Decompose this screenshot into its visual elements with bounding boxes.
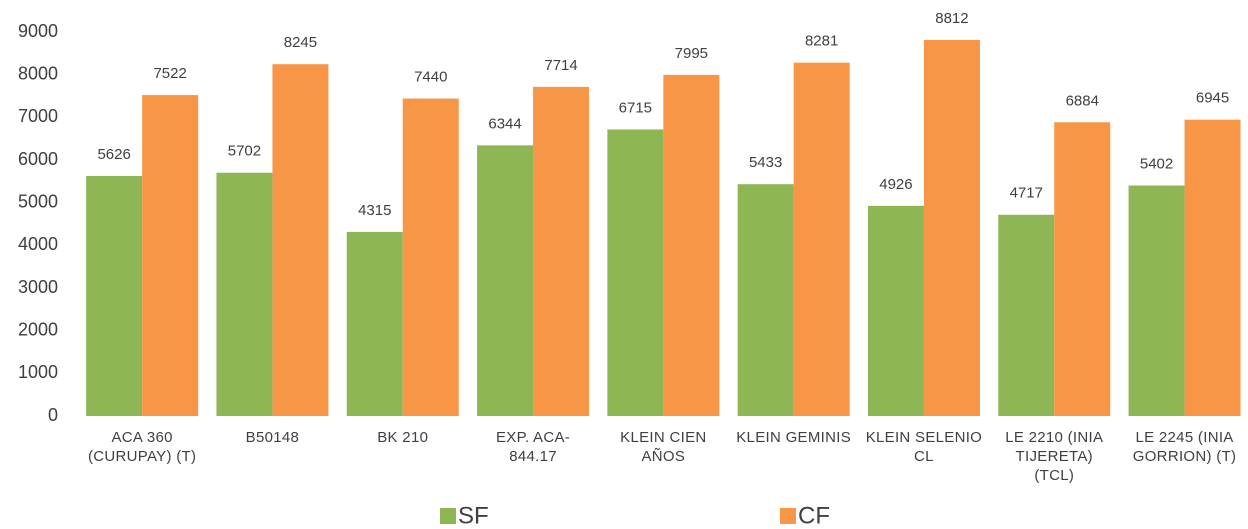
bar: [607, 129, 664, 416]
y-tick-label: 7000: [18, 106, 58, 126]
y-tick-label: 8000: [18, 63, 58, 83]
value-label: 5626: [97, 146, 130, 163]
bar: [86, 175, 143, 416]
y-tick-label: 6000: [18, 149, 58, 169]
value-label: 6884: [1066, 92, 1099, 109]
y-tick-label: 2000: [18, 319, 58, 339]
bar: [142, 95, 199, 416]
value-label: 5702: [228, 143, 261, 160]
bar: [1054, 122, 1111, 417]
bar: [737, 184, 794, 416]
x-tick-label: LE 2245 (INIA GORRION) (T): [1132, 429, 1237, 465]
bar: [1184, 119, 1241, 417]
x-tick-label: EXP. ACA-844.17: [495, 429, 571, 465]
y-tick-label: 9000: [18, 21, 58, 41]
value-label: 6715: [619, 99, 652, 116]
value-label: 7714: [544, 57, 577, 74]
bar: [216, 172, 273, 416]
bar: [867, 205, 924, 416]
bar: [998, 214, 1055, 416]
y-tick-label: 0: [48, 405, 58, 425]
bar: [793, 62, 850, 416]
bar: [1128, 185, 1185, 416]
x-tick-label: KLEIN SELENIO CL: [865, 429, 983, 465]
legend-label: CF: [798, 502, 830, 529]
x-tick-label: ACA 360 (CURUPAY) (T): [87, 429, 197, 465]
y-tick-label: 5000: [18, 191, 58, 211]
bar: [663, 74, 720, 416]
value-label: 4926: [879, 176, 912, 193]
legend-marker: [780, 508, 796, 524]
y-tick-label: 3000: [18, 277, 58, 297]
legend-marker: [440, 508, 456, 524]
x-tick-label: LE 2210 (INIA TIJERETA) (TCL): [1005, 429, 1104, 484]
x-tick-label: KLEIN GEMINIS: [736, 429, 852, 446]
value-label: 5433: [749, 154, 782, 171]
value-label: 4717: [1010, 185, 1043, 202]
x-tick-label: BK 210: [377, 429, 429, 446]
legend-label: SF: [458, 502, 489, 529]
x-tick-label: B50148: [245, 429, 300, 446]
y-tick-label: 1000: [18, 362, 58, 382]
x-tick-label: KLEIN CIEN AÑOS: [620, 429, 707, 465]
value-label: 8245: [284, 34, 317, 51]
value-label: 5402: [1140, 155, 1173, 172]
bar: [533, 86, 590, 417]
value-label: 7440: [414, 69, 447, 86]
value-label: 4315: [358, 202, 391, 219]
value-label: 7522: [153, 65, 186, 82]
y-tick-label: 4000: [18, 234, 58, 254]
value-label: 6344: [488, 115, 521, 132]
bar: [402, 98, 459, 416]
bar: [272, 64, 329, 417]
bar: [346, 231, 403, 416]
value-label: 6945: [1196, 90, 1229, 107]
value-label: 8812: [935, 10, 968, 27]
bar: [923, 40, 980, 416]
value-label: 7995: [675, 45, 708, 62]
value-label: 8281: [805, 33, 838, 50]
bar: [477, 145, 534, 416]
